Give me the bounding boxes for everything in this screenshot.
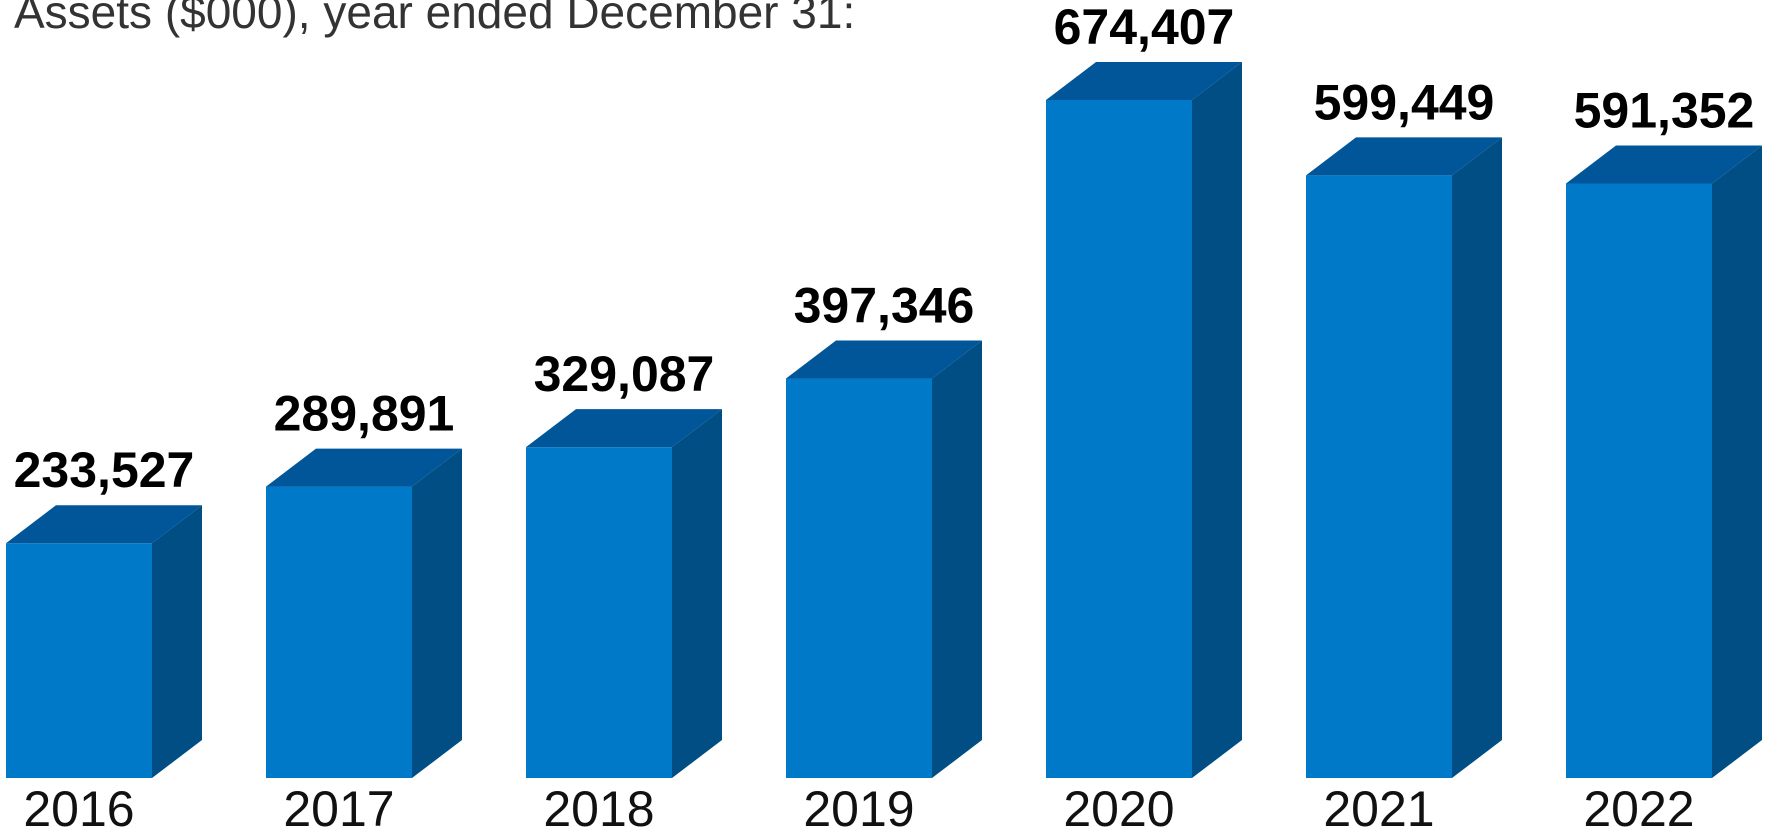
bar-top-2017: [266, 448, 462, 487]
bar-front-2017: [266, 486, 412, 778]
labels-group: 233,527 2016 289,891 2017 329,087 2018 397,346…: [14, 0, 1755, 832]
value-label-2020: 674,407: [1054, 0, 1235, 55]
bar-2021: [1306, 137, 1502, 778]
x-tick-label-2021: 2021: [1323, 781, 1434, 832]
x-tick-label-2018: 2018: [543, 781, 654, 832]
bar-side-2019: [932, 340, 982, 778]
x-tick-label-2022: 2022: [1583, 781, 1694, 832]
chart-title: Assets ($000), year ended December 31:: [14, 0, 856, 38]
bar-front-2019: [786, 378, 932, 778]
bar-2018: [526, 409, 722, 778]
value-label-2019: 397,346: [794, 278, 975, 334]
x-tick-label-2019: 2019: [803, 781, 914, 832]
bar-top-2018: [526, 409, 722, 448]
x-tick-label-2017: 2017: [283, 781, 394, 832]
bar-front-2021: [1306, 175, 1452, 778]
bar-2016: [6, 505, 202, 778]
bar-front-2018: [526, 447, 672, 778]
value-label-2018: 329,087: [534, 346, 715, 402]
bar-top-2019: [786, 340, 982, 379]
bar-front-2016: [6, 543, 152, 778]
value-label-2016: 233,527: [14, 442, 195, 498]
bar-side-2022: [1712, 145, 1762, 778]
bars-group: [6, 62, 1762, 778]
value-label-2017: 289,891: [274, 386, 455, 442]
bar-side-2020: [1192, 62, 1242, 778]
bar-top-2016: [6, 505, 202, 544]
value-label-2022: 591,352: [1574, 82, 1755, 138]
bar-2017: [266, 448, 462, 778]
bar-front-2022: [1566, 183, 1712, 778]
bar-top-2021: [1306, 137, 1502, 176]
bar-top-2022: [1566, 145, 1762, 184]
bar-side-2018: [672, 409, 722, 778]
x-tick-label-2020: 2020: [1063, 781, 1174, 832]
bar-front-2020: [1046, 100, 1192, 778]
bar-top-2020: [1046, 62, 1242, 100]
bar-2020: [1046, 62, 1242, 778]
bar-2022: [1566, 145, 1762, 778]
bar-2019: [786, 340, 982, 778]
value-label-2021: 599,449: [1314, 74, 1495, 130]
bar-side-2017: [412, 448, 462, 778]
bar-side-2021: [1452, 137, 1502, 778]
x-tick-label-2016: 2016: [23, 781, 134, 832]
bar-side-2016: [152, 505, 202, 778]
